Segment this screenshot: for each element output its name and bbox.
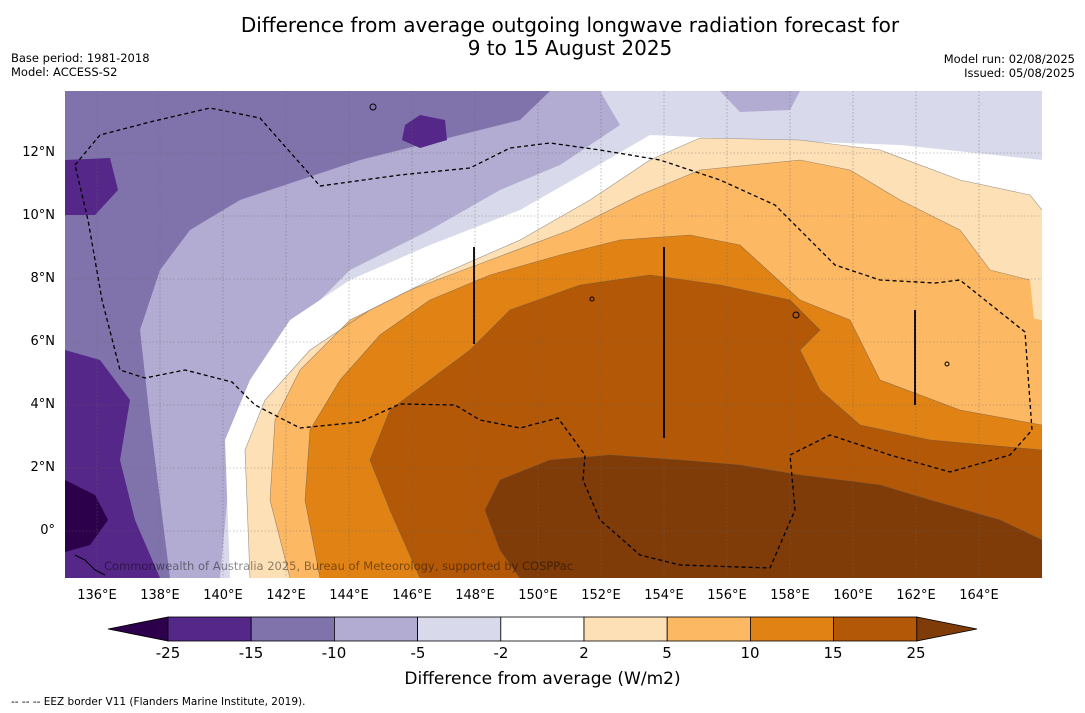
field-pos25 <box>485 455 1042 578</box>
title-line-2: 9 to 15 August 2025 <box>467 36 673 60</box>
colorbar-extend-low <box>107 616 169 642</box>
colorbar-tick: -2 <box>493 644 509 662</box>
fault-lines <box>473 247 916 438</box>
lat-label: 10°N <box>22 208 55 223</box>
colorbar-tick: -25 <box>155 644 181 662</box>
lon-label: 162°E <box>896 588 936 603</box>
colorbar-tick: 15 <box>823 644 843 662</box>
lon-label: 140°E <box>203 588 243 603</box>
lon-label: 136°E <box>77 588 117 603</box>
colorbar-swatch <box>666 616 751 642</box>
field-neg15c <box>402 115 447 148</box>
lon-label: 150°E <box>518 588 558 603</box>
issued-date: Issued: 05/08/2025 <box>964 66 1075 80</box>
colorbar-tick: -10 <box>321 644 347 662</box>
colorbar-tick: 5 <box>662 644 672 662</box>
colorbar-swatch <box>750 616 835 642</box>
islands <box>74 103 950 576</box>
colorbar-swatch <box>500 616 585 642</box>
eez-footnote: -- -- -- EEZ border V11 (Flanders Marine… <box>11 696 306 708</box>
lon-label: 156°E <box>707 588 747 603</box>
lat-label: 2°N <box>30 460 56 475</box>
lat-label: 12°N <box>22 145 55 160</box>
meta-left: Base period: 1981-2018 Model: ACCESS-S2 <box>11 51 150 79</box>
colorbar-swatch <box>583 616 668 642</box>
copyright-notice: Commonwealth of Australia 2025, Bureau o… <box>104 559 574 573</box>
colorbar-swatch <box>417 616 502 642</box>
chart-title: Difference from average outgoing longwav… <box>0 14 1085 60</box>
eez-borders <box>74 107 1033 569</box>
contour-lines <box>244 137 1042 578</box>
colorbar-swatch <box>833 616 918 642</box>
lon-label: 146°E <box>392 588 432 603</box>
lon-label: 144°E <box>329 588 369 603</box>
lat-label: 8°N <box>30 271 56 286</box>
colorbar <box>107 616 978 642</box>
field-top-right <box>600 91 1042 150</box>
colorbar-title: Difference from average (W/m2) <box>404 669 681 689</box>
colorbar-tick: 2 <box>579 644 589 662</box>
lat-label: 6°N <box>30 334 56 349</box>
field-top-right-2 <box>720 91 800 112</box>
colorbar-swatch <box>333 616 418 642</box>
base-period: Base period: 1981-2018 <box>11 51 150 65</box>
gridlines <box>65 91 1042 578</box>
lat-label: 0° <box>40 523 55 538</box>
colorbar-swatch <box>250 616 335 642</box>
lon-label: 154°E <box>644 588 684 603</box>
field-neg25 <box>65 480 108 552</box>
field-neg15b <box>65 158 118 215</box>
colorbar-tick: -15 <box>238 644 264 662</box>
lon-label: 164°E <box>959 588 999 603</box>
model-run: Model run: 02/08/2025 <box>943 52 1075 66</box>
lon-label: 142°E <box>266 588 306 603</box>
meta-right: Model run: 02/08/2025 Issued: 05/08/2025 <box>944 52 1075 80</box>
colorbar-swatch <box>167 616 252 642</box>
colorbar-tick: -5 <box>410 644 426 662</box>
lon-label: 152°E <box>581 588 621 603</box>
field-neg10 <box>65 91 550 578</box>
lon-label: 138°E <box>140 588 180 603</box>
colorbar-tick: 10 <box>740 644 760 662</box>
lon-label: 148°E <box>455 588 495 603</box>
colorbar-extend-high <box>916 616 978 642</box>
map-fields <box>65 91 1042 578</box>
model-name: Model: ACCESS-S2 <box>11 65 118 79</box>
title-line-1: Difference from average outgoing longwav… <box>240 13 900 37</box>
lon-label: 158°E <box>770 588 810 603</box>
lat-label: 4°N <box>30 397 56 412</box>
colorbar-tick: 25 <box>906 644 926 662</box>
lon-label: 160°E <box>833 588 873 603</box>
